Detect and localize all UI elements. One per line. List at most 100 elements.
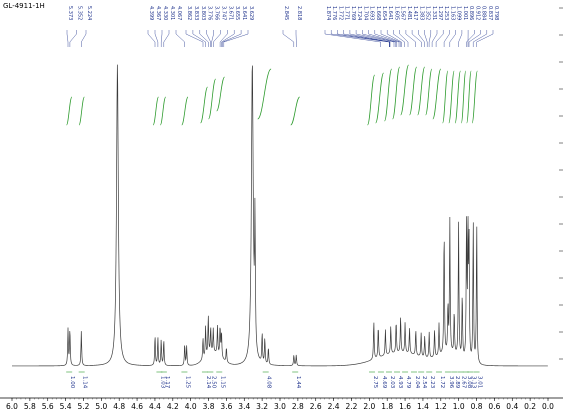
peak-label: 3.671 [227,6,233,20]
peak-label-group: 5.373 5.352 5.224 4.399 4.367 4.330 4.301 4.067… [66,6,499,47]
integral-value-label: 1.25 [184,376,190,389]
integral-trace-8 [257,68,272,120]
integral-label-group: 1.00 1.14 1.031.17 1.25 2.14 2.50 1.15 4.08 1.44… [66,371,483,389]
peak-label: 3.641 [241,6,247,20]
integral-trace-14 [400,64,409,116]
integral-trace-18 [432,68,442,120]
integral-trace-16 [417,66,426,116]
peak-label: 2.845 [283,6,289,20]
peak-leader-line [147,30,156,47]
peak-label: 1.704 [362,6,368,20]
x-tick-label: 4.4 [149,402,161,411]
integral-value-label: 4.08 [266,376,272,389]
integral-value-label: 3.01 [477,376,483,388]
spectrum-title: GL-4911-1H [3,2,45,10]
peak-leader-line [161,30,163,47]
integral-trace-21 [454,70,461,124]
integral-value-label: 2.03 [389,376,395,389]
peak-leader-line [213,30,221,47]
x-tick-label: 2.8 [292,402,304,411]
peak-leader-line [331,30,390,47]
integral-trace-6 [208,78,217,120]
peak-leader-line [424,30,428,47]
x-tick-label: 6.0 [6,402,18,411]
peak-label: 1.693 [369,6,375,20]
integral-value-label: 4.93 [397,376,403,389]
peak-leader-line [458,30,463,47]
integral-value-label: 1.72 [439,376,445,388]
peak-label: 4.399 [148,6,154,20]
x-tick-label: 4.2 [167,402,179,411]
x-tick-label: 5.0 [95,402,107,411]
x-tick-label: 2.0 [363,402,375,411]
integral-value-label: 2.23 [429,376,435,389]
x-tick-label: 1.4 [417,402,429,411]
peak-leader-line [362,30,396,47]
x-tick-label: 0.8 [471,402,483,411]
integral-value-label: 3.08 [466,376,472,389]
integral-value-label: 3.96 [448,376,454,389]
x-tick-label: 3.4 [238,402,250,411]
integral-value-label: 2.75 [372,376,378,389]
peak-label: 4.067 [176,6,182,20]
peak-label: 1.481 [406,6,412,20]
peak-label: 3.747 [220,6,226,20]
peak-label: 5.373 [67,6,73,20]
x-tick-label: 4.0 [185,402,197,411]
integral-trace-17 [425,68,433,116]
integral-value-label: 1.15 [219,376,225,389]
x-tick-label: 5.6 [42,402,54,411]
peak-leader-line [476,30,494,47]
peak-label: 1.352 [425,6,431,20]
peak-label: 1.771 [344,6,350,20]
peak-label: 1.099 [456,6,462,20]
peak-label: 2.818 [296,6,302,20]
integral-trace-12 [384,68,393,122]
peak-leader-line [368,30,397,47]
integral-trace-0 [66,96,73,126]
integral-trace-7 [216,76,225,112]
peak-label: 4.330 [162,6,168,20]
integral-value-label: 4.69 [381,376,387,389]
x-tick-label: 5.8 [24,402,36,411]
integral-trace-20 [448,70,455,124]
peak-leader-line [449,30,456,47]
peak-leader-line [206,30,211,47]
spectrum-trace-group [12,64,548,367]
peak-leader-line [355,30,395,47]
peak-leader-line [222,30,242,47]
integral-value-label: 1.17 [164,376,170,389]
peak-leader-line [219,30,228,47]
peak-leader-line [418,30,425,47]
peak-label: 5.224 [86,6,92,20]
integral-value-label: 1.00 [69,376,75,389]
peak-label: 1.724 [356,6,362,20]
spectrum-line [12,64,548,367]
integral-value-label: 2.89 [454,376,460,389]
peak-leader-line [411,30,422,47]
peak-leader-line [399,30,409,47]
peak-leader-line [473,30,487,47]
peak-leader-line [211,30,214,47]
peak-label: 1.654 [381,6,387,20]
integral-trace-3 [159,96,167,126]
peak-label: 0.912 [474,6,480,20]
x-tick-label: 4.6 [131,402,143,411]
peak-leader-line [393,30,405,47]
integral-value-label: 4.79 [405,376,411,389]
peak-leader-line [435,30,444,47]
peak-leader-line [223,30,249,47]
x-tick-label: 0.6 [488,402,500,411]
peak-label: 1.253 [443,6,449,20]
peak-leader-line [468,30,481,47]
x-tick-label: 0.0 [542,402,554,411]
integral-value-label: 1.44 [295,376,301,389]
x-tick-label: 3.8 [203,402,215,411]
integral-value-label: 1.14 [82,376,88,389]
integral-trace-24 [471,70,478,124]
integral-trace-9 [290,96,301,126]
peak-label: 1.331 [431,6,437,20]
x-tick-label: 1.0 [453,402,465,411]
peak-label: 0.884 [481,6,487,20]
